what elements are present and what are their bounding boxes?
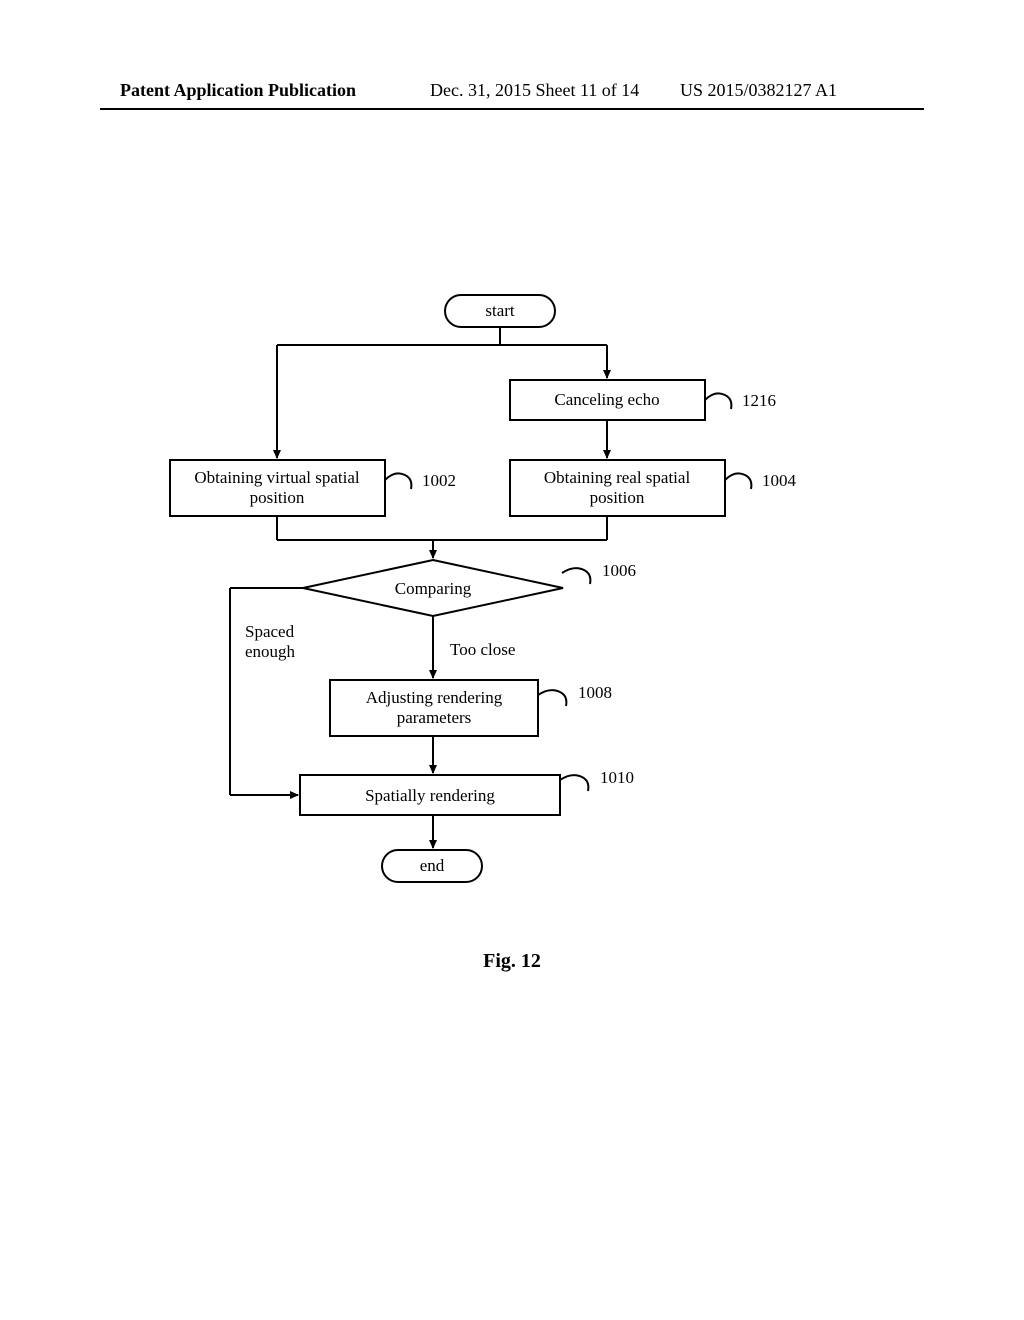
ref-echo: 1216 [742, 391, 776, 410]
label-adjust-2: parameters [397, 708, 472, 727]
ref-adjust: 1008 [578, 683, 612, 702]
label-end: end [420, 856, 445, 875]
label-spaced-2: enough [245, 642, 296, 661]
label-adjust-1: Adjusting rendering [366, 688, 503, 707]
label-render: Spatially rendering [365, 786, 495, 805]
leader-echo [705, 393, 731, 409]
label-echo: Canceling echo [554, 390, 659, 409]
leader-adjust [538, 690, 566, 706]
leader-compare [562, 568, 590, 584]
leader-render [560, 775, 588, 791]
flowchart: start Canceling echo Obtaining virtual s… [130, 285, 900, 925]
leader-virtual [385, 473, 411, 489]
label-real-1: Obtaining real spatial [544, 468, 691, 487]
header-rule [100, 108, 924, 110]
label-real-2: position [590, 488, 645, 507]
figure-caption: Fig. 12 [0, 950, 1024, 973]
label-virtual-2: position [250, 488, 305, 507]
header-left: Patent Application Publication [120, 80, 356, 101]
label-spaced-1: Spaced [245, 622, 295, 641]
label-tooclose: Too close [450, 640, 515, 659]
header-right: US 2015/0382127 A1 [680, 80, 837, 101]
label-compare: Comparing [395, 579, 472, 598]
leader-real [725, 473, 751, 489]
ref-virtual: 1002 [422, 471, 456, 490]
ref-real: 1004 [762, 471, 797, 490]
label-start: start [485, 301, 515, 320]
ref-render: 1010 [600, 768, 634, 787]
ref-compare: 1006 [602, 561, 636, 580]
header-mid: Dec. 31, 2015 Sheet 11 of 14 [430, 80, 639, 101]
label-virtual-1: Obtaining virtual spatial [194, 468, 360, 487]
